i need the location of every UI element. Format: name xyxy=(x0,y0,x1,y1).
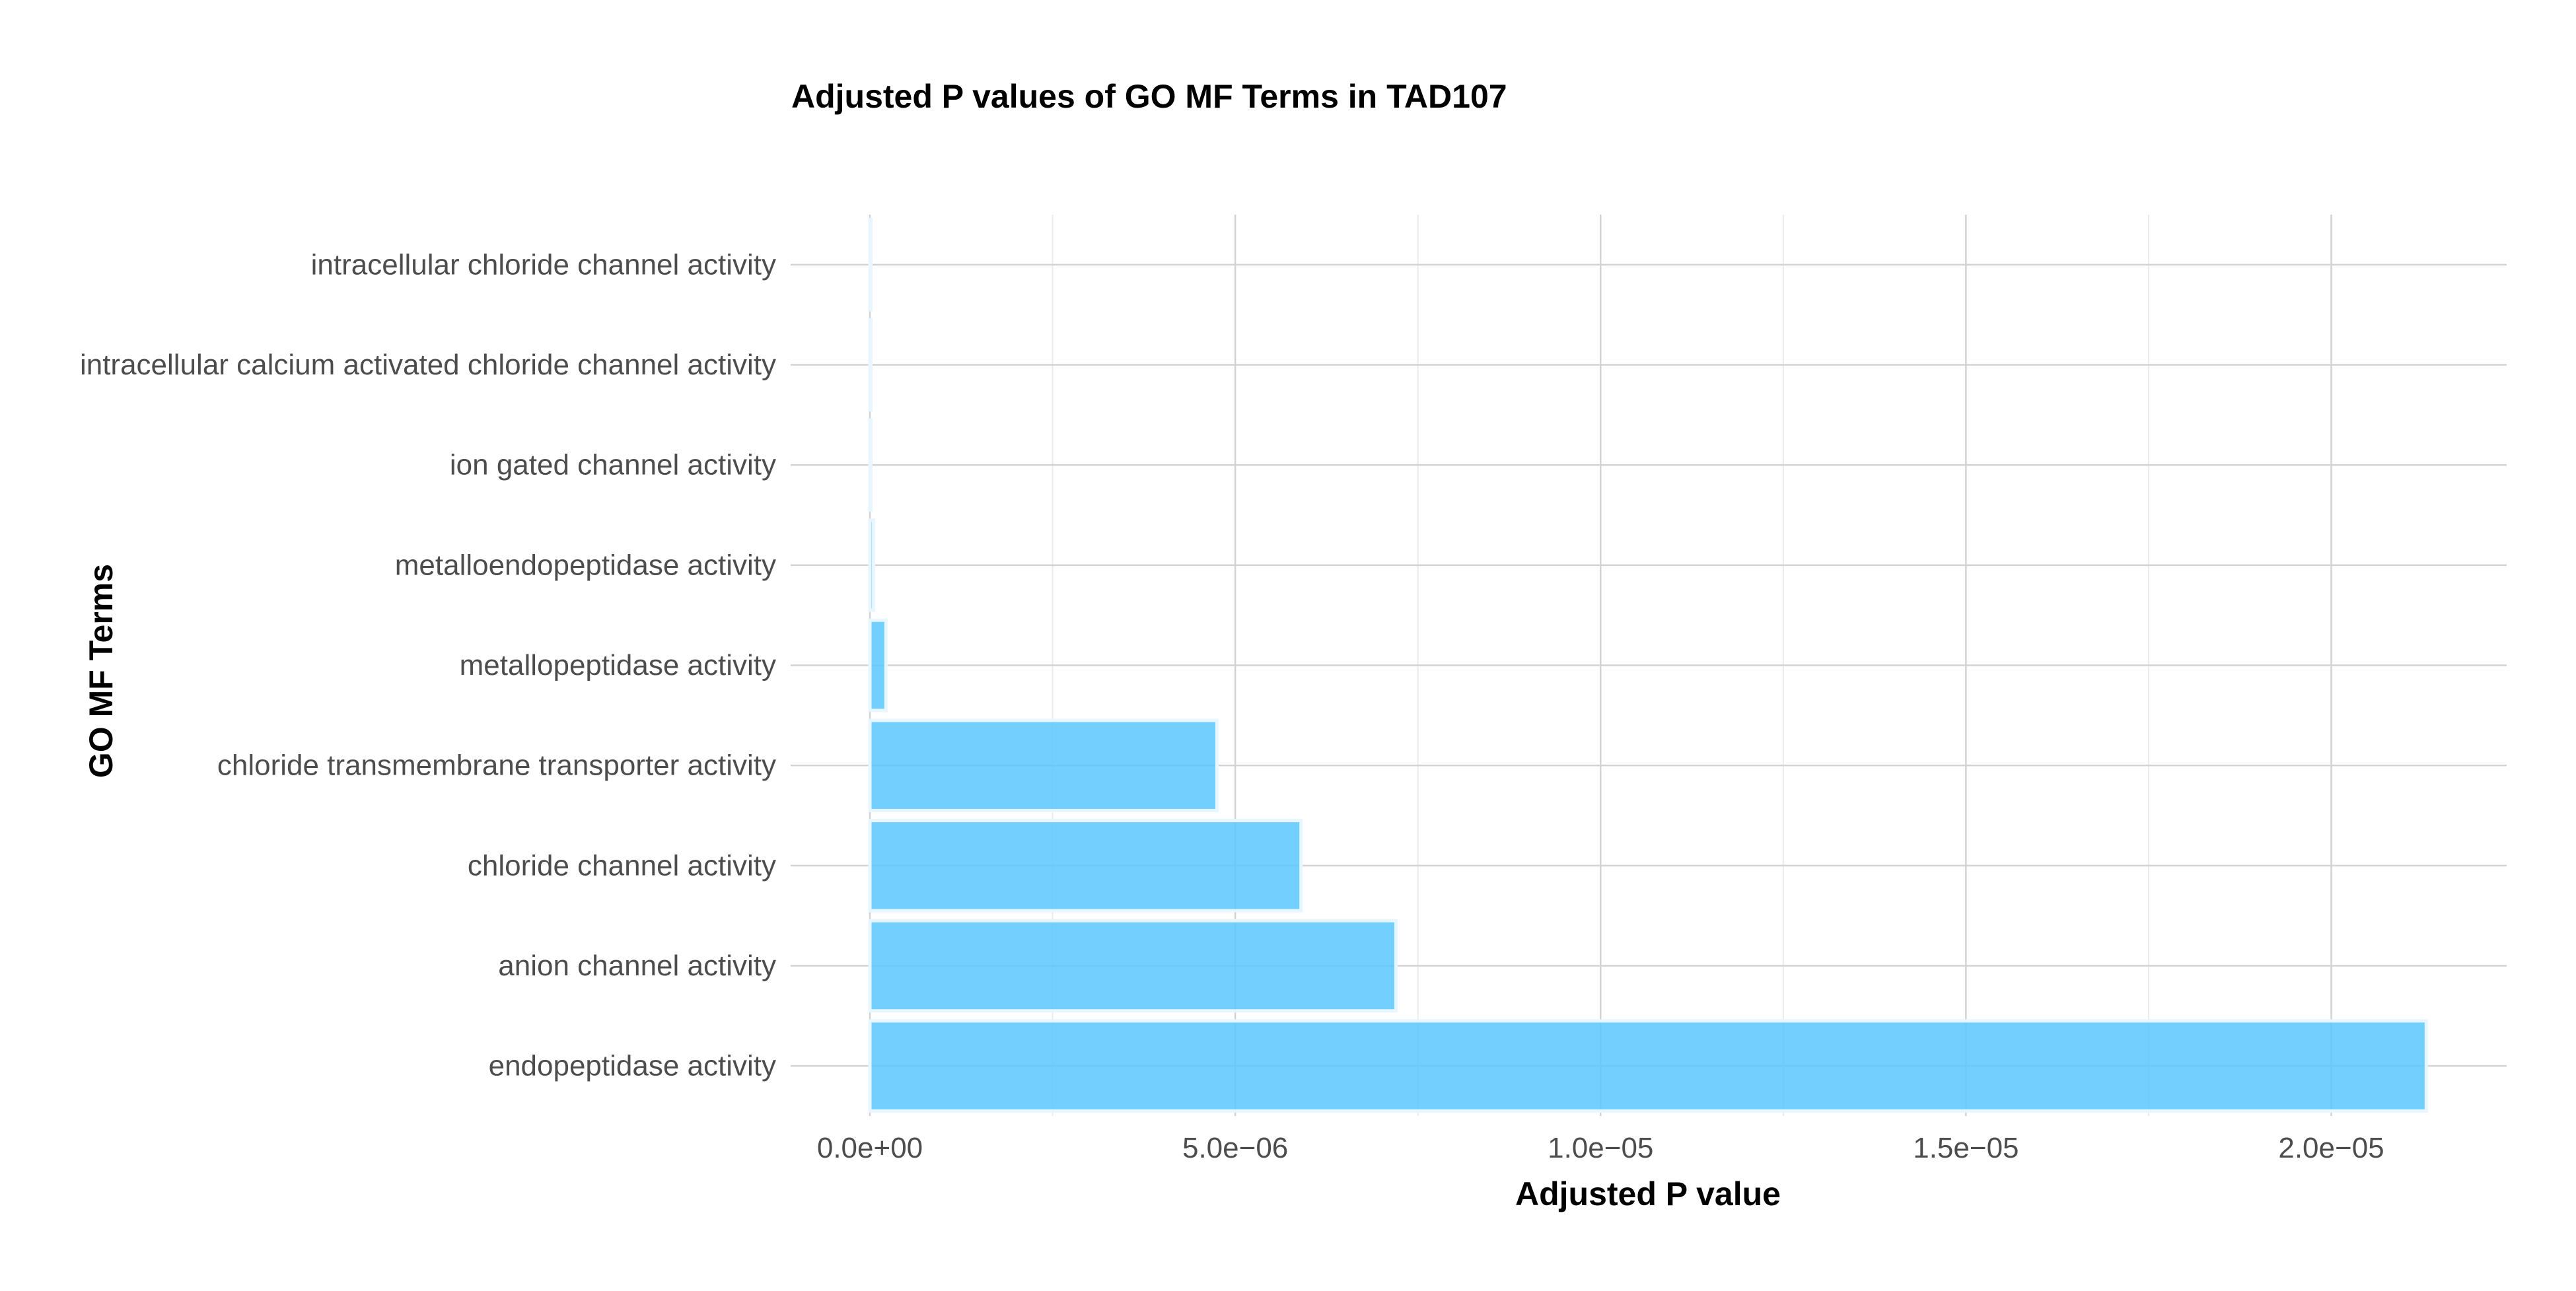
x-axis-tick-labels: 0.0e+00 5.0e−06 1.0e−05 1.5e−05 2.0e−05 xyxy=(817,1132,2384,1164)
x-tick-label: 5.0e−06 xyxy=(1182,1132,1288,1164)
y-axis-tick-labels: endopeptidase activity anion channel acti… xyxy=(80,248,776,1082)
y-tick-label: metallopeptidase activity xyxy=(460,649,776,681)
y-tick-label: chloride transmembrane transporter activ… xyxy=(217,750,776,782)
x-tick-label: 1.5e−05 xyxy=(1913,1132,2019,1164)
bar-3 xyxy=(868,819,1303,913)
y-tick-label: intracellular chloride channel activity xyxy=(311,248,776,281)
y-tick-label: chloride channel activity xyxy=(468,849,776,882)
chart-title: Adjusted P values of GO MF Terms in TAD1… xyxy=(791,78,1507,115)
x-tick-label: 0.0e+00 xyxy=(817,1132,923,1164)
bar-8 xyxy=(868,318,873,412)
bar-6 xyxy=(868,518,876,612)
x-axis-title: Adjusted P value xyxy=(1515,1175,1781,1212)
bar-4 xyxy=(868,718,1219,812)
y-tick-label: ion gated channel activity xyxy=(450,449,776,481)
x-tick-label: 2.0e−05 xyxy=(2278,1132,2384,1164)
bar-2 xyxy=(868,919,1398,1013)
y-axis-title: GO MF Terms xyxy=(83,564,120,778)
bar-5 xyxy=(868,618,888,713)
bar-7 xyxy=(868,418,873,512)
bar-9 xyxy=(868,218,873,312)
y-tick-label: metalloendopeptidase activity xyxy=(395,549,776,581)
y-tick-label: anion channel activity xyxy=(498,950,776,982)
bar-1 xyxy=(868,1019,2428,1113)
y-tick-label: endopeptidase activity xyxy=(489,1050,776,1082)
bars xyxy=(868,218,2428,1113)
x-tick-label: 1.0e−05 xyxy=(1548,1132,1653,1164)
y-tick-label: intracellular calcium activated chloride… xyxy=(80,349,776,381)
